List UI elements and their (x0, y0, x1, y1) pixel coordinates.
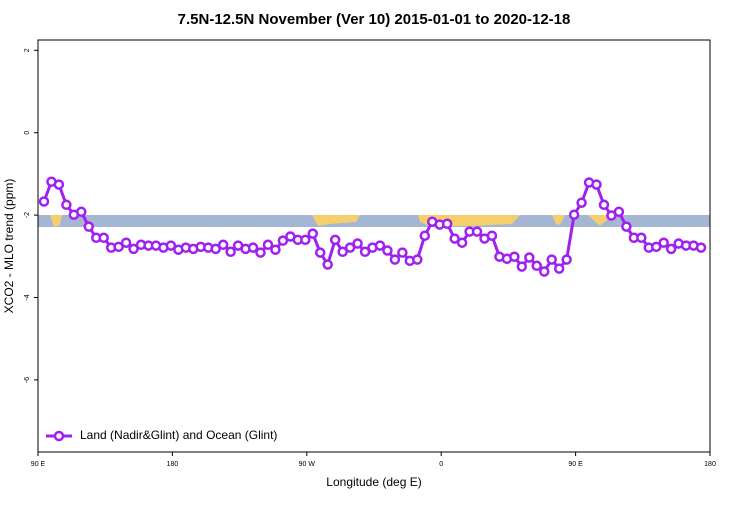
land-patch (588, 215, 612, 226)
y-tick-label: 0 (24, 131, 31, 135)
data-point (76, 206, 87, 218)
data-point (695, 242, 707, 253)
data-point (300, 234, 311, 246)
data-point (621, 221, 632, 232)
data-point (449, 233, 460, 244)
y-tick-label: -4 (24, 294, 31, 300)
data-point (374, 240, 386, 251)
y-tick-label: 2 (24, 48, 31, 52)
land-patch (312, 215, 360, 226)
ocean-band (38, 215, 710, 227)
plot-frame (37, 39, 711, 453)
data-point (516, 261, 528, 272)
data-point (270, 244, 281, 255)
data-point (576, 197, 587, 208)
data-point (352, 238, 363, 249)
data-point (359, 246, 371, 258)
data-point (598, 199, 610, 211)
x-tick-label: 180 (704, 461, 716, 468)
legend-label: Land (Nadir&Glint) and Ocean (Glint) (80, 428, 277, 442)
data-point (665, 243, 677, 255)
land-patch (552, 215, 565, 225)
data-point (344, 242, 356, 253)
data-point (61, 199, 72, 211)
x-tick-label: 90 W (299, 461, 316, 468)
data-point (322, 259, 333, 270)
data-point (217, 239, 229, 251)
data-point (613, 206, 625, 218)
data-point (210, 243, 221, 255)
y-axis-label: XCO2 - MLO trend (ppm) (2, 179, 16, 314)
data-point (471, 226, 483, 237)
data-point (636, 232, 647, 244)
data-point (165, 240, 177, 251)
data-point (419, 230, 431, 241)
data-point (255, 247, 266, 258)
data-point (225, 246, 236, 258)
x-tick-label: 90 E (568, 461, 583, 468)
data-point (83, 221, 95, 232)
data-point (113, 241, 124, 253)
data-point (38, 196, 50, 207)
data-point (441, 218, 453, 230)
data-point (314, 247, 326, 258)
data-point (98, 232, 109, 244)
data-point (531, 260, 543, 272)
data-point (120, 237, 132, 248)
data-point (591, 179, 602, 190)
data-point (247, 242, 259, 253)
data-point (382, 245, 393, 256)
data-point (412, 254, 423, 265)
data-point (658, 237, 669, 248)
x-tick-label: 90 E (31, 461, 46, 468)
legend-swatch-marker (53, 430, 65, 442)
data-point (553, 263, 565, 274)
x-axis-label: Longitude (deg E) (326, 475, 421, 489)
data-point (277, 235, 289, 246)
data-point (128, 243, 139, 255)
data-point (456, 237, 468, 248)
x-tick-label: 0 (439, 461, 443, 468)
data-point (546, 254, 557, 265)
data-point (561, 254, 572, 265)
data-point (650, 241, 662, 253)
y-tick-label: -2 (24, 212, 31, 218)
data-point (568, 209, 580, 220)
data-point (397, 247, 408, 258)
chart-title: 7.5N-12.5N November (Ver 10) 2015-01-01 … (178, 11, 571, 28)
data-point (524, 252, 535, 263)
data-point (53, 179, 65, 190)
land-patch (50, 215, 62, 227)
data-point (538, 266, 550, 277)
data-point (262, 239, 274, 251)
x-tick-label: 180 (167, 461, 179, 468)
data-point (389, 254, 401, 265)
data-point (329, 234, 341, 246)
data-point (337, 246, 348, 258)
y-tick-label: -6 (24, 377, 31, 383)
data-point (486, 230, 498, 241)
data-point (509, 251, 520, 262)
data-point (307, 228, 319, 239)
